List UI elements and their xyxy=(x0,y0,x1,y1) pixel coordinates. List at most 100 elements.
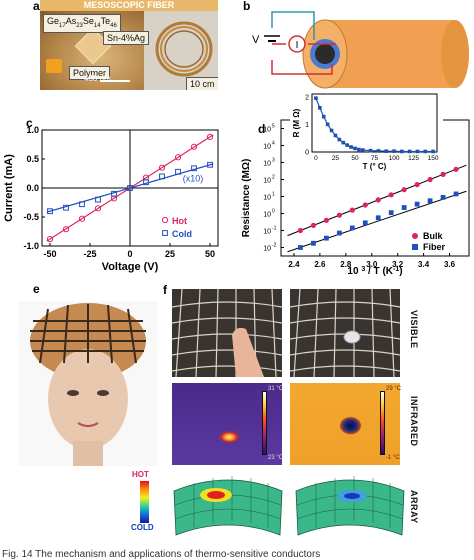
legend-marker-fiber xyxy=(412,244,418,250)
y-tick-label: 0.0 xyxy=(26,183,39,193)
ir-left-scalebar xyxy=(262,391,267,455)
x-tick-label: 50 xyxy=(205,249,215,259)
y-tick-label: 1.0 xyxy=(26,125,39,135)
data-point-hot xyxy=(46,235,54,243)
data-point-bulk xyxy=(401,187,407,193)
data-point-bulk xyxy=(375,197,381,203)
inset-data-point xyxy=(333,133,338,138)
panel-b-schematic: I V xyxy=(252,11,469,89)
data-point-bulk xyxy=(310,222,317,228)
inset-x-tick-label: 125 xyxy=(408,155,419,162)
polymer-tag: Polymer xyxy=(69,66,111,80)
data-point-bulk xyxy=(323,217,329,223)
x-axis-title: Voltage (V) xyxy=(102,261,159,273)
inset-data-point xyxy=(337,137,342,142)
inset-data-point xyxy=(360,148,365,152)
panel-a-photo: MESOSCOPIC FIBER Ge17As23Se14Te46 Sn-4%A… xyxy=(40,0,218,90)
ammeter-icon xyxy=(288,35,306,53)
inset-data-point xyxy=(321,114,326,119)
scale-annotation: (x10) xyxy=(183,174,204,184)
inset-data-point xyxy=(318,106,322,110)
data-point-cold xyxy=(207,161,213,168)
ir-right-scalebar xyxy=(380,391,385,455)
data-point-bulk xyxy=(362,202,368,208)
data-point-hot xyxy=(78,215,86,222)
y-tick-exponent: -1 xyxy=(272,226,277,232)
legend-label-bulk: Bulk xyxy=(423,231,443,241)
alloy-tag: Sn-4%Ag xyxy=(103,31,150,45)
y-tick-exponent: 1 xyxy=(272,192,275,198)
y-tick-label: 10 xyxy=(263,161,271,168)
ir-right-top-temp: 29 °C xyxy=(386,386,402,392)
inset-data-point xyxy=(341,140,346,145)
data-point-hot xyxy=(174,154,182,161)
inset-x-tick-label: 50 xyxy=(351,155,359,162)
coil-graphic xyxy=(155,21,213,77)
inset-data-point xyxy=(325,122,330,127)
finger-shape xyxy=(232,327,264,377)
data-point-cold xyxy=(127,185,133,191)
hot-spot xyxy=(46,59,62,73)
inset-frame xyxy=(311,93,438,153)
y-tick-label: -1.0 xyxy=(23,241,39,251)
color-scale-cold-label: COLD xyxy=(131,523,154,532)
x-tick-label: 3.2 xyxy=(392,260,404,269)
data-point-cold xyxy=(191,165,197,172)
data-point-fiber xyxy=(298,245,303,250)
scale-bar-left xyxy=(100,80,130,82)
data-point-hot xyxy=(206,133,214,141)
x-tick-label: 2.6 xyxy=(314,260,326,269)
mannequin-graphic xyxy=(30,303,146,466)
data-point-bulk xyxy=(388,192,394,198)
legend-label-cold: Cold xyxy=(172,229,192,239)
x-tick-label: 3.6 xyxy=(444,260,456,269)
data-point-cold xyxy=(175,168,181,175)
data-point-cold xyxy=(111,190,117,197)
visible-left-grid xyxy=(172,289,282,377)
x-tick-label: -25 xyxy=(83,249,96,259)
legend-marker-bulk xyxy=(412,233,418,239)
data-point-cold xyxy=(63,204,69,211)
inset-data-point xyxy=(400,149,404,154)
mannequin-photo xyxy=(18,301,158,466)
panel-a-header: MESOSCOPIC FIBER xyxy=(40,0,218,11)
inset-y-tick-label: 1 xyxy=(305,122,309,129)
data-point-bulk xyxy=(453,166,459,172)
inset-data-point xyxy=(329,128,334,133)
inset-data-point xyxy=(349,145,353,149)
y-axis-title: Current (mA) xyxy=(3,154,15,222)
data-point-fiber xyxy=(440,194,446,200)
row-label-array: ARRAY xyxy=(409,490,419,524)
composition-tag: Ge17As23Se14Te46 xyxy=(43,14,121,33)
wire-inner xyxy=(271,60,333,75)
ammeter-label: I xyxy=(296,40,299,51)
row-label-infrared: INFRARED xyxy=(409,396,419,447)
y-tick-exponent: 4 xyxy=(272,141,275,147)
x-tick-label: 3.4 xyxy=(418,260,430,269)
color-scale-hot-label: HOT xyxy=(132,470,149,479)
y-tick-label: 10 xyxy=(263,246,271,253)
inset-data-point xyxy=(353,146,357,151)
data-point-fiber xyxy=(336,230,342,236)
x-tick-label: -50 xyxy=(43,249,56,259)
legend-marker-hot xyxy=(161,216,169,224)
x-tick-label: 2.4 xyxy=(288,260,300,269)
data-point-cold xyxy=(159,173,165,180)
fiber-core xyxy=(315,44,335,64)
inset-x-tick-label: 100 xyxy=(389,155,400,162)
ice-cube-shape xyxy=(343,330,361,344)
legend-label-fiber: Fiber xyxy=(423,242,446,252)
inset-x-tick-label: 25 xyxy=(332,155,340,162)
data-point-cold xyxy=(47,208,53,215)
fiber-coil-image xyxy=(144,11,218,90)
array-right-mesh xyxy=(295,476,405,536)
y-tick-label: 10 xyxy=(263,212,271,219)
data-point-fiber xyxy=(401,205,407,210)
data-point-fiber xyxy=(375,215,381,221)
figure-caption: Fig. 14 The mechanism and applications o… xyxy=(2,549,321,560)
x-tick-label: 0 xyxy=(127,249,132,259)
data-point-cold xyxy=(79,201,85,208)
y-tick-exponent: 2 xyxy=(272,175,275,181)
panel-label-a: a xyxy=(33,0,40,13)
